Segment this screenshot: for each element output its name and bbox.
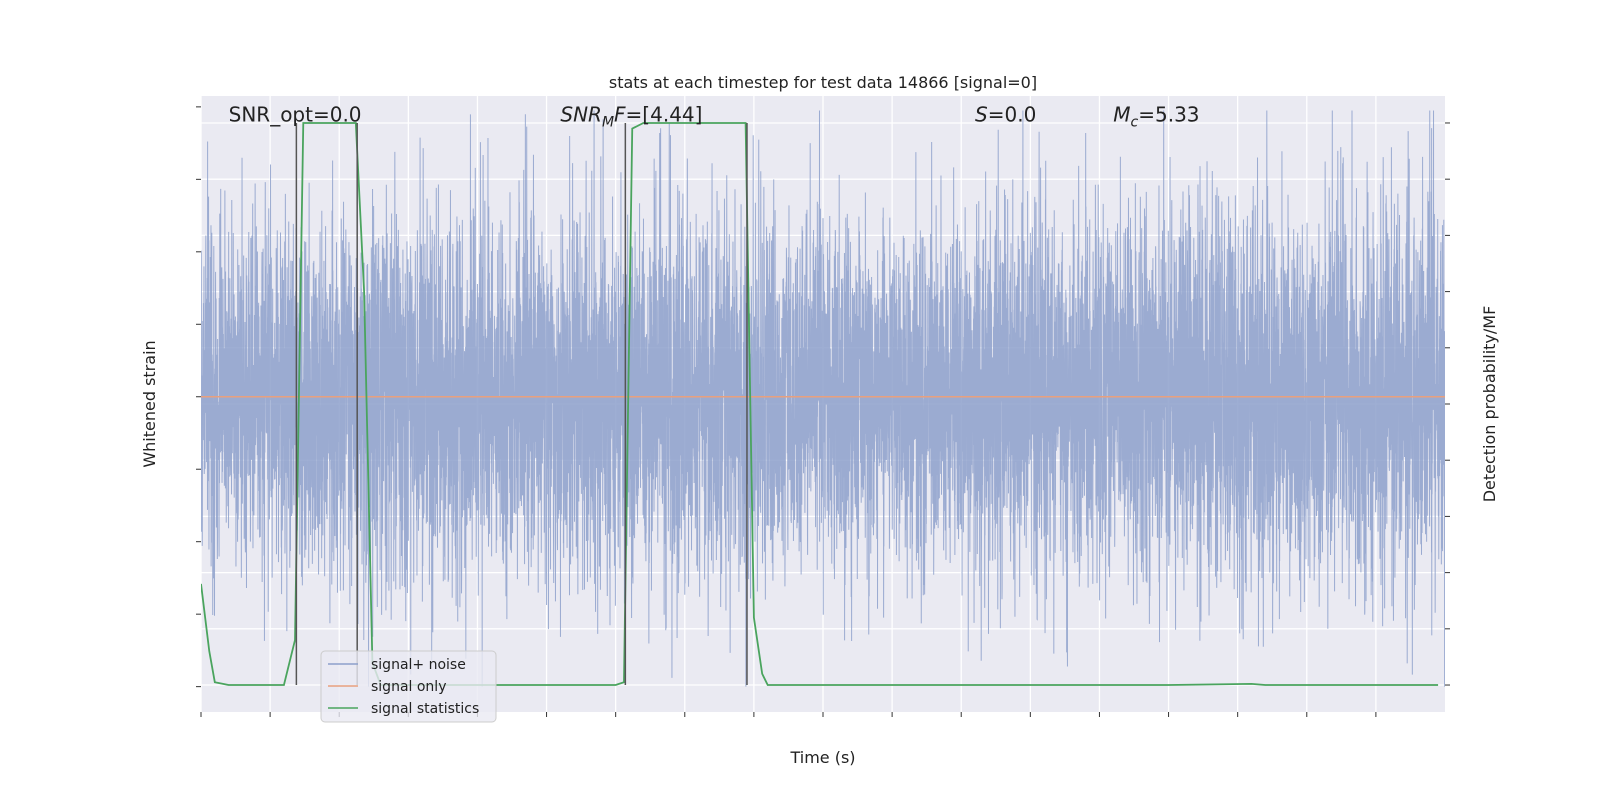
annotation-3-part-1: c (1131, 114, 1139, 130)
legend-label-signal-only: signal only (371, 679, 446, 695)
annotation-0: SNR_opt=0.0 (229, 102, 362, 126)
y2-axis-label: Detection probability/MF (1480, 306, 1499, 503)
y-axis-left (196, 106, 201, 688)
y-axis-label: Whitened strain (140, 340, 159, 467)
annotation-3-part-2: =5.33 (1138, 102, 1199, 126)
annotation-0-part-0: SNR_opt=0.0 (229, 102, 362, 126)
annotation-1-part-2: F (614, 102, 626, 126)
y-axis-right (1445, 122, 1450, 686)
annotation-2-part-0: S (975, 102, 988, 126)
annotation-2-part-1: =0.0 (988, 102, 1037, 126)
series-signal-noise-line (201, 110, 1445, 687)
annotation-3: Mc=5.33 (1113, 102, 1199, 130)
chart-title: stats at each timestep for test data 148… (609, 73, 1037, 92)
legend: signal+ noise signal only signal statist… (320, 650, 497, 723)
annotation-1-part-0: SNR (560, 102, 602, 126)
annotation-1-part-3: =[4.44] (626, 102, 703, 126)
legend-label-signal-noise: signal+ noise (371, 657, 466, 673)
legend-box (320, 650, 497, 723)
legend-label-signal-statistics: signal statistics (371, 701, 479, 717)
annotation-2: S=0.0 (975, 102, 1036, 126)
annotation-1-part-1: M (602, 114, 614, 130)
annotation-3-part-0: M (1113, 102, 1130, 126)
annotation-1: SNRMF=[4.44] (560, 102, 702, 130)
annotations: SNR_opt=0.0 SNRMF=[4.44] S=0.0 Mc=5.33 (229, 102, 1200, 130)
x-axis-label: Time (s) (789, 748, 855, 767)
